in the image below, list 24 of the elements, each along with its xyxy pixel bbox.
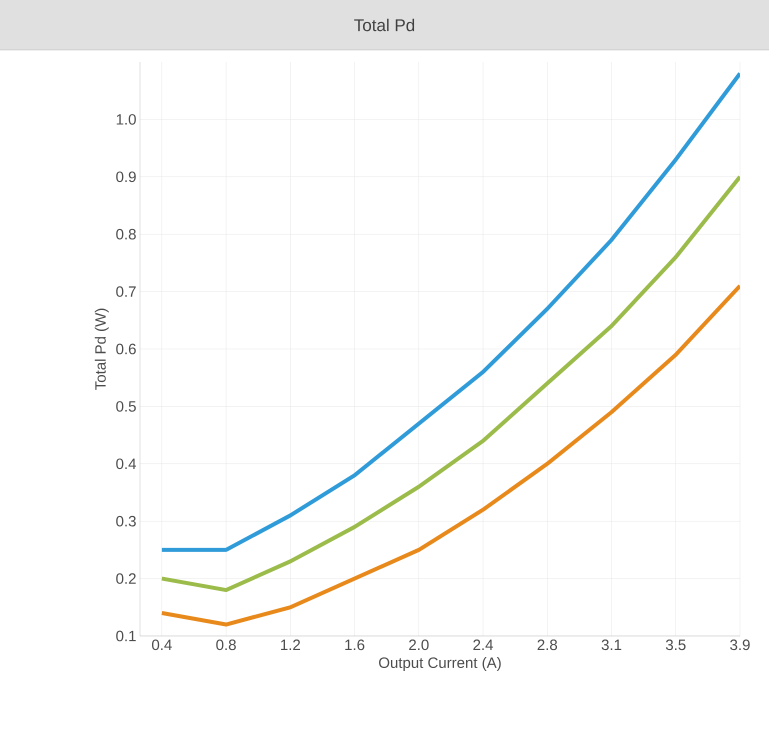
- y-tick-label: 0.8: [116, 228, 136, 240]
- line-series: [160, 174, 740, 592]
- x-tick-label: 2.4: [473, 640, 494, 650]
- y-tick-label: 0.6: [116, 344, 136, 354]
- x-tick-label: 2.0: [409, 640, 429, 650]
- x-tick-label: 1.6: [345, 640, 364, 650]
- x-tick-label: 3.5: [666, 640, 686, 650]
- y-tick-label: 0.9: [116, 171, 136, 182]
- y-tick-label: 0.5: [116, 401, 136, 412]
- y-tick-label: 0.2: [116, 573, 136, 584]
- y-axis-title: Total Pd (W): [94, 308, 109, 390]
- x-axis-title: Output Current (A): [379, 657, 501, 671]
- chart-title: Total Pd: [354, 18, 414, 32]
- x-tick-label: 0.8: [216, 640, 236, 650]
- y-tick-label: 0.7: [116, 286, 136, 297]
- x-tick-label: 1.2: [281, 640, 300, 650]
- y-tick-label: 0.1: [116, 630, 136, 642]
- y-tick-label: 1.0: [116, 114, 136, 125]
- x-tick-label: 2.8: [538, 640, 558, 650]
- x-tick-label: 3.9: [730, 640, 750, 650]
- y-tick-label: 0.4: [116, 458, 136, 470]
- x-tick-label: 3.1: [602, 640, 622, 650]
- y-tick-label: 0.3: [116, 516, 136, 526]
- x-tick-label: 0.4: [152, 640, 172, 650]
